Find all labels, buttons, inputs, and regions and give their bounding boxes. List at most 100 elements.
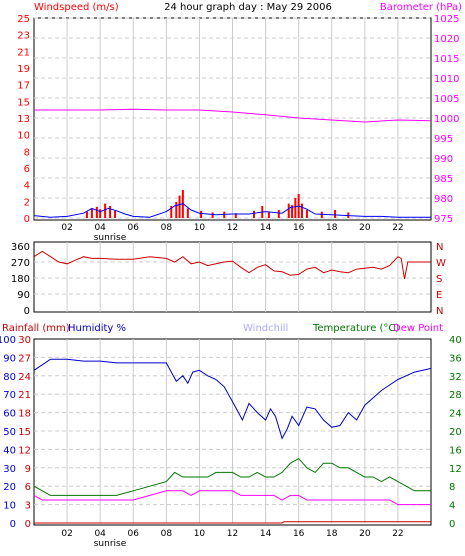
panel3-hour-label: 18: [326, 529, 338, 539]
panel1-hour-label: 18: [326, 223, 338, 233]
temperature-tick-label: 4: [449, 501, 455, 512]
temperature-line: [33, 457, 431, 496]
barometer-tick-label: 975: [434, 214, 453, 225]
panel3-hour-label: 16: [293, 529, 305, 539]
temperature-tick-label: 16: [449, 445, 462, 456]
barometer-tick-label: 995: [434, 134, 453, 145]
gust-line: [33, 203, 431, 218]
direction-tick-labels: 360 270 180 90 0: [11, 242, 30, 317]
compass-letter: S: [436, 274, 442, 285]
direction-tick-label: 90: [17, 290, 30, 301]
windspeed-tick-label: 15: [17, 97, 30, 108]
panel3-hour-label: 10: [194, 529, 206, 539]
temperature-tick-label: 8: [449, 482, 455, 493]
humidity-tick-label: 40: [3, 445, 16, 456]
humidity-tick-label: 10: [3, 501, 16, 512]
windspeed-tick-labels: 0 2 4 6 8 10 13 15 17 19 21 23 25: [17, 14, 30, 225]
rainfall-tick-label: 9: [25, 464, 31, 475]
barometer-tick-label: 1020: [434, 34, 459, 45]
windspeed-bar: [90, 208, 93, 218]
temperature-tick-label: 24: [449, 409, 462, 420]
compass-letter: E: [436, 290, 442, 301]
panel1-hour-label: 22: [392, 223, 403, 233]
barometer-tick-label: 1025: [434, 14, 459, 25]
panel1-hour-label: 16: [293, 223, 305, 233]
humidity-tick-label: 100: [0, 335, 16, 346]
panel1-hour-labels: 02 04 06 08 10 12 14 16 18 20 22: [61, 223, 403, 233]
windspeed-tick-label: 6: [24, 164, 30, 175]
barometer-tick-labels: 975 980 985 990 995 1000 1005 1010 1015 1020 1025: [434, 14, 459, 225]
humidity-temperature-panel: Rainfall (mm) Humidity % Windchill Tempe…: [0, 323, 462, 549]
panel3-hour-label: 08: [161, 529, 173, 539]
temperature-tick-label: 12: [449, 464, 462, 475]
barometer-tick-label: 990: [434, 154, 453, 165]
windspeed-tick-label: 19: [17, 64, 30, 75]
humidity-tick-label: 80: [3, 372, 16, 383]
windspeed-bar: [99, 209, 102, 218]
windspeed-tick-label: 8: [24, 147, 30, 158]
panel1-series: [33, 108, 432, 218]
panel3-hour-label: 22: [392, 529, 403, 539]
humidity-tick-label: 50: [3, 427, 16, 438]
temperature-tick-label: 0: [449, 519, 455, 530]
temperature-tick-label: 28: [449, 390, 462, 401]
rainfall-tick-label: 21: [18, 390, 31, 401]
windspeed-tick-label: 0: [24, 214, 30, 225]
humidity-tick-label: 20: [3, 482, 16, 493]
panel1-hour-label: 20: [359, 223, 371, 233]
compass-letter: N: [436, 306, 443, 317]
rainfall-tick-label: 30: [18, 335, 31, 346]
temperature-axis-label: Temperature (°C): [312, 323, 399, 334]
windspeed-bar: [267, 212, 270, 218]
windspeed-bar: [114, 210, 117, 218]
barometer-line: [34, 108, 432, 123]
panel1-hour-label: 04: [94, 223, 106, 233]
rainfall-tick-label: 6: [25, 482, 31, 493]
windspeed-tick-label: 23: [17, 31, 30, 42]
humidity-tick-label: 60: [3, 409, 16, 420]
windspeed-bar: [294, 198, 297, 218]
rainfall-axis-label: Rainfall (mm): [2, 323, 70, 334]
windspeed-bar: [234, 213, 237, 218]
direction-tick-label: 360: [11, 242, 30, 253]
windspeed-tick-label: 21: [17, 47, 30, 58]
windspeed-bar: [300, 203, 303, 218]
panel3-hour-label: 06: [128, 529, 140, 539]
windspeed-tick-label: 2: [24, 197, 30, 208]
panel1-hour-label: 08: [161, 223, 173, 233]
panel2-grid: [34, 242, 431, 312]
rainfall-tick-label: 0: [25, 519, 31, 530]
windspeed-bar: [200, 210, 203, 218]
windspeed-bar: [175, 202, 178, 218]
windspeed-bar: [211, 212, 214, 218]
direction-tick-label: 0: [24, 306, 30, 317]
panel3-hour-label: 14: [260, 529, 272, 539]
windspeed-bar: [178, 195, 181, 218]
rainfall-tick-label: 3: [25, 501, 31, 512]
panel1-grid: [34, 17, 431, 219]
windspeed-bar: [277, 210, 280, 218]
rainfall-tick-label: 18: [18, 409, 31, 420]
rainfall-tick-label: 27: [18, 353, 31, 364]
panel3-hour-labels: 02 04 06 08 10 12 14 16 18 20 22: [61, 529, 403, 539]
windspeed-tick-label: 10: [17, 131, 30, 142]
windspeed-bar: [334, 210, 337, 218]
rainfall-tick-label: 12: [18, 445, 31, 456]
dewpoint-line: [33, 490, 431, 506]
windspeed-bar: [287, 203, 290, 218]
humidity-tick-label: 30: [3, 464, 16, 475]
panel3-sunrise-label: sunrise: [94, 539, 127, 549]
wind-direction-line: [33, 250, 431, 279]
panel1-hour-label: 14: [260, 223, 272, 233]
barometer-tick-label: 1015: [434, 54, 459, 65]
temperature-tick-labels: 0 4 8 12 16 20 24 28 32 36 40: [449, 335, 462, 530]
windspeed-bar: [109, 206, 112, 218]
windspeed-bar: [170, 206, 173, 218]
windspeed-tick-label: 25: [17, 14, 30, 25]
panel1-hour-label: 02: [61, 223, 72, 233]
panel3-series: [33, 358, 432, 524]
windspeed-bar: [305, 210, 308, 218]
